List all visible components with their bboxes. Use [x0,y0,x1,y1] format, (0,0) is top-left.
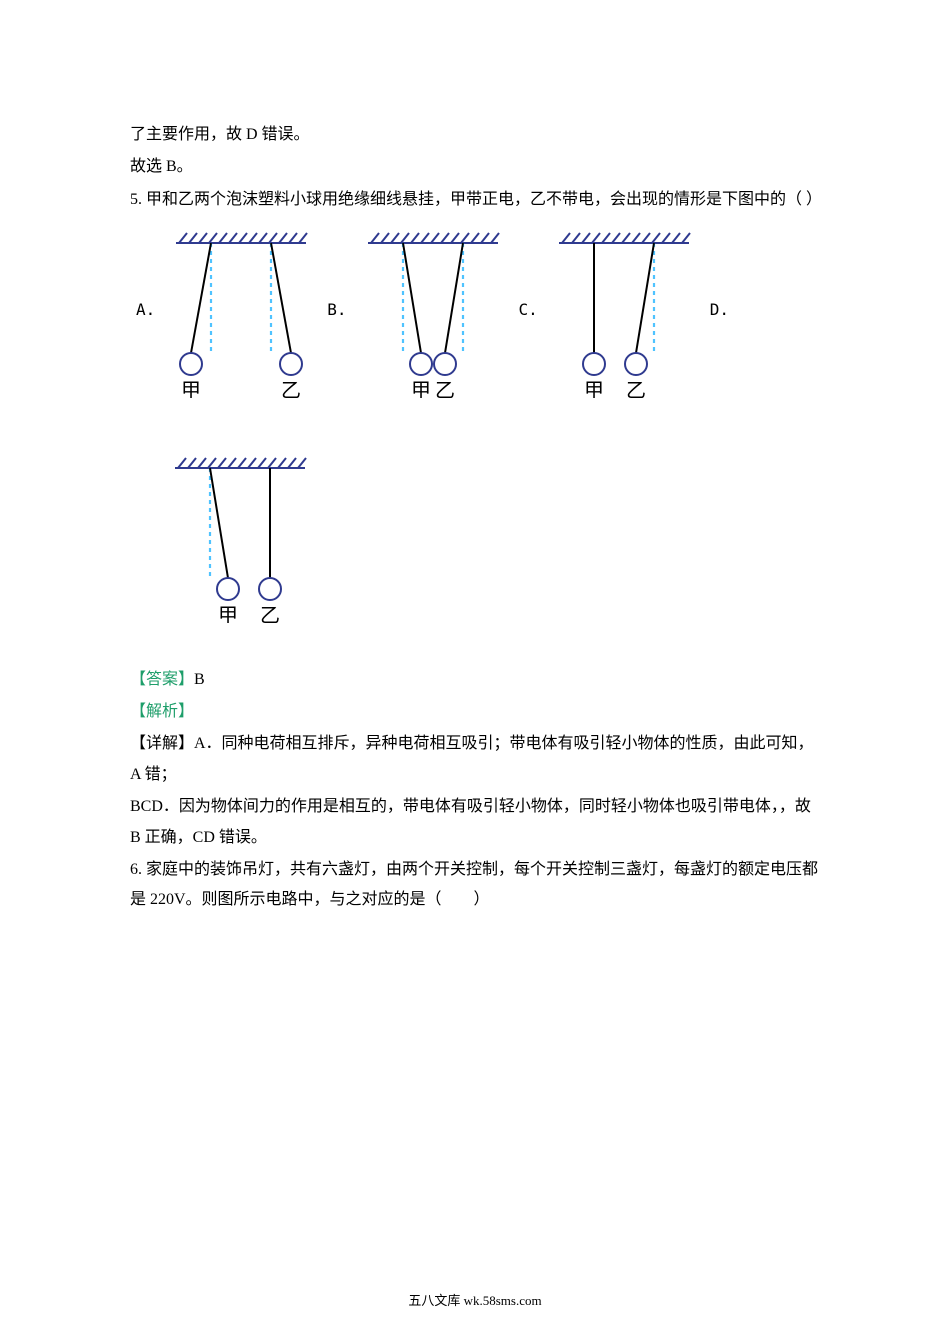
options-row: A. 甲乙 B. 甲乙 C. 甲乙 D. [130,223,820,398]
question-5: 5. 甲和乙两个泡沫塑料小球用绝缘细线悬挂，甲带正电，乙不带电，会出现的情形是下… [130,185,820,215]
option-d-label: D. [710,295,729,325]
diagram-a: 甲乙 [161,223,321,398]
detail-bcd: BCD．因为物体间力的作用是相互的，带电体有吸引轻小物体，同时轻小物体也吸引带电… [130,792,820,853]
svg-text:甲: 甲 [218,605,238,623]
page-footer: 五八文库 wk.58sms.com [0,1289,950,1314]
question-6: 6. 家庭中的装饰吊灯，共有六盏灯，由两个开关控制，每个开关控制三盏灯，每盏灯的… [130,855,820,916]
diagram-b: 甲乙 [353,223,513,398]
svg-text:乙: 乙 [260,605,280,623]
line-prev-d: 了主要作用，故 D 错误。 [130,120,820,150]
svg-text:乙: 乙 [281,380,301,398]
svg-text:甲: 甲 [584,380,604,398]
detail-a: 【详解】A．同种电荷相互排斥，异种电荷相互吸引；带电体有吸引轻小物体的性质，由此… [130,729,820,790]
svg-text:甲: 甲 [181,380,201,398]
option-c-label: C. [519,295,538,325]
diagram-d: 甲乙 [160,448,820,634]
analysis-label: 【解析】 [130,703,194,720]
answer-label: 【答案】 [130,671,194,688]
svg-text:甲: 甲 [411,380,431,398]
analysis-line: 【解析】 [130,697,820,727]
svg-text:乙: 乙 [626,380,646,398]
line-prev-select: 故选 B。 [130,152,820,182]
diagram-c: 甲乙 [544,223,704,398]
option-a-label: A. [136,295,155,325]
option-b-label: B. [327,295,346,325]
svg-text:乙: 乙 [435,380,455,398]
answer-value: B [194,671,205,688]
answer-line: 【答案】B [130,665,820,695]
